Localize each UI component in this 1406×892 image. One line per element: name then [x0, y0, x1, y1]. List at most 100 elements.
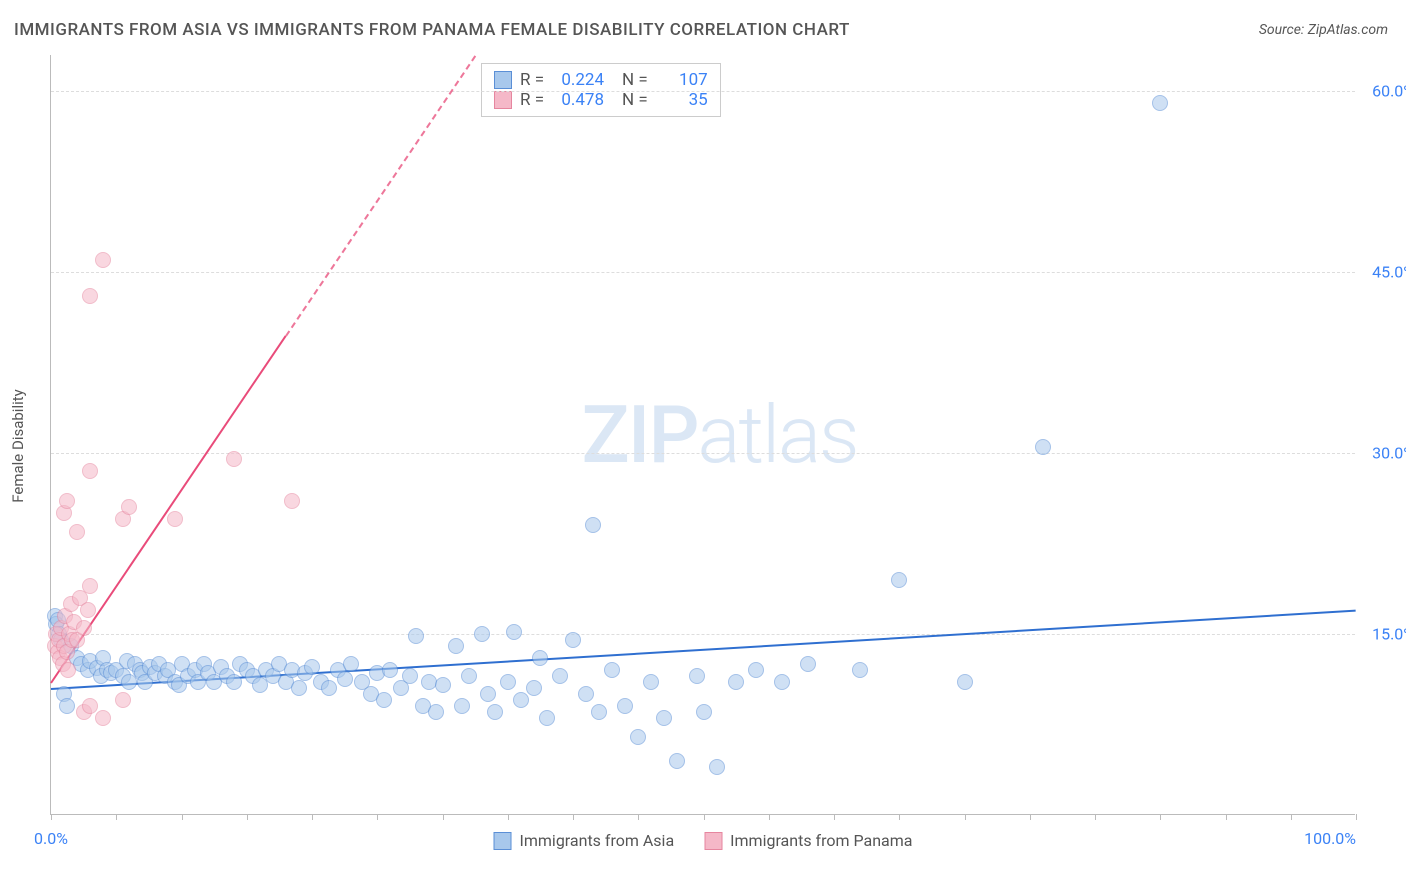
data-point-panama — [95, 710, 111, 726]
data-point-asia — [448, 638, 464, 654]
x-tick — [1356, 814, 1357, 820]
data-point-asia — [565, 632, 581, 648]
data-point-asia — [321, 680, 337, 696]
data-point-asia — [376, 692, 392, 708]
legend-swatch — [494, 71, 512, 89]
data-point-asia — [852, 662, 868, 678]
grid-line — [51, 272, 1355, 273]
x-tick — [182, 814, 183, 820]
data-point-asia — [709, 759, 725, 775]
data-point-asia — [617, 698, 633, 714]
x-tick — [704, 814, 705, 820]
data-point-asia — [585, 517, 601, 533]
r-label: R = — [520, 90, 544, 110]
x-tick — [1095, 814, 1096, 820]
data-point-asia — [669, 753, 685, 769]
watermark-light: atlas — [698, 388, 858, 482]
data-point-panama — [76, 620, 92, 636]
x-tick — [899, 814, 900, 820]
y-axis-title: Female Disability — [9, 389, 27, 503]
data-point-panama — [60, 662, 76, 678]
source-attribution: Source: ZipAtlas.com — [1259, 22, 1388, 38]
n-value: 107 — [656, 70, 708, 90]
chart-title: IMMIGRANTS FROM ASIA VS IMMIGRANTS FROM … — [14, 20, 850, 40]
data-point-asia — [304, 659, 320, 675]
data-point-asia — [532, 650, 548, 666]
y-tick-label: 30.0% — [1360, 444, 1406, 463]
data-point-asia — [226, 674, 242, 690]
r-value: 0.478 — [552, 90, 604, 110]
data-point-asia — [59, 698, 75, 714]
watermark-bold: ZIP — [582, 388, 698, 482]
y-tick-label: 60.0% — [1360, 82, 1406, 101]
n-label: N = — [622, 90, 648, 110]
x-tick — [51, 814, 52, 820]
data-point-asia — [408, 628, 424, 644]
trend-line — [285, 55, 476, 336]
data-point-asia — [382, 662, 398, 678]
data-point-panama — [226, 451, 242, 467]
data-point-asia — [748, 662, 764, 678]
data-point-asia — [689, 668, 705, 684]
x-tick — [638, 814, 639, 820]
n-label: N = — [622, 70, 648, 90]
series-legend: Immigrants from Asia Immigrants from Pana… — [494, 831, 913, 850]
data-point-asia — [656, 710, 672, 726]
legend-swatch — [704, 832, 722, 850]
r-label: R = — [520, 70, 544, 90]
data-point-asia — [1152, 95, 1168, 111]
data-point-asia — [474, 626, 490, 642]
x-tick — [508, 814, 509, 820]
data-point-asia — [891, 572, 907, 588]
x-tick — [377, 814, 378, 820]
data-point-asia — [1035, 439, 1051, 455]
data-point-asia — [343, 656, 359, 672]
correlation-chart: IMMIGRANTS FROM ASIA VS IMMIGRANTS FROM … — [0, 0, 1406, 892]
r-value: 0.224 — [552, 70, 604, 90]
plot-area: ZIPatlas R =0.224N =107R =0.478N = 35 Im… — [50, 55, 1355, 815]
data-point-asia — [454, 698, 470, 714]
x-tick — [312, 814, 313, 820]
data-point-panama — [59, 493, 75, 509]
data-point-asia — [337, 671, 353, 687]
stats-legend-row: R = 0.224 N = 107 — [494, 70, 708, 90]
data-point-panama — [82, 578, 98, 594]
data-point-asia — [506, 624, 522, 640]
data-point-panama — [80, 602, 96, 618]
data-point-panama — [82, 288, 98, 304]
x-tick — [1226, 814, 1227, 820]
x-tick-label: 100.0% — [1304, 829, 1356, 848]
data-point-panama — [82, 463, 98, 479]
data-point-panama — [121, 499, 137, 515]
watermark: ZIPatlas — [582, 388, 858, 482]
data-point-asia — [728, 674, 744, 690]
x-tick — [769, 814, 770, 820]
x-tick — [834, 814, 835, 820]
data-point-asia — [643, 674, 659, 690]
data-point-asia — [957, 674, 973, 690]
legend-label: Immigrants from Asia — [520, 831, 675, 850]
x-tick — [1030, 814, 1031, 820]
data-point-panama — [284, 493, 300, 509]
data-point-asia — [500, 674, 516, 690]
data-point-asia — [435, 677, 451, 693]
data-point-asia — [539, 710, 555, 726]
y-tick-label: 45.0% — [1360, 263, 1406, 282]
x-tick — [573, 814, 574, 820]
data-point-panama — [115, 692, 131, 708]
data-point-panama — [95, 252, 111, 268]
data-point-asia — [461, 668, 477, 684]
x-tick-label: 0.0% — [34, 829, 68, 848]
stats-legend-row: R = 0.478 N = 35 — [494, 90, 708, 110]
legend-item-panama: Immigrants from Panama — [704, 831, 912, 850]
legend-item-asia: Immigrants from Asia — [494, 831, 675, 850]
y-tick-label: 15.0% — [1360, 625, 1406, 644]
data-point-asia — [604, 662, 620, 678]
x-tick — [1291, 814, 1292, 820]
data-point-panama — [167, 511, 183, 527]
stats-legend: R = 0.224 N = 107 R = 0.478 N = 35 — [481, 63, 721, 117]
n-value: 35 — [656, 90, 708, 110]
data-point-asia — [487, 704, 503, 720]
data-point-asia — [480, 686, 496, 702]
data-point-asia — [402, 668, 418, 684]
